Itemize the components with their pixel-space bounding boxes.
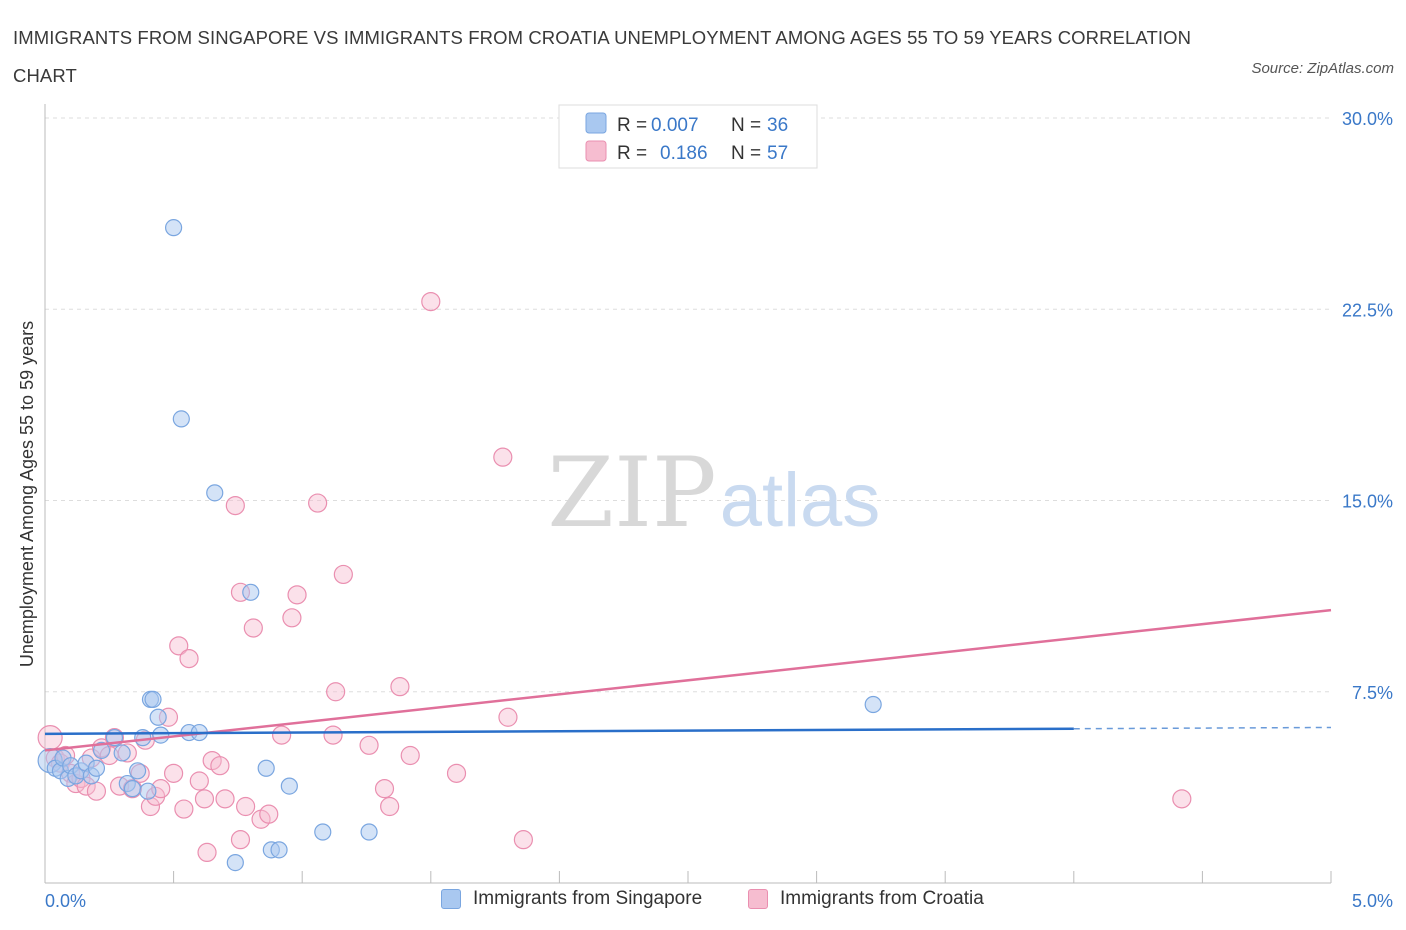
singapore-point xyxy=(314,823,332,841)
croatia-point xyxy=(179,648,199,669)
singapore-point xyxy=(172,410,190,428)
croatia-point xyxy=(287,585,307,605)
croatia-point xyxy=(194,789,215,809)
source-label: Source: ZipAtlas.com xyxy=(1251,60,1394,77)
legend-n-value-singapore: 36 xyxy=(767,115,788,136)
croatia-point xyxy=(323,725,343,745)
croatia-point xyxy=(308,493,328,513)
croatia-point xyxy=(390,677,410,697)
tick-labels: 7.5% 15.0% 22.5% 30.0% 0.0% 5.0% xyxy=(45,109,1393,911)
grid-lines xyxy=(45,117,1331,693)
singapore-point xyxy=(242,583,260,601)
y-tick-label-1: 15.0% xyxy=(1342,492,1393,512)
singapore-point xyxy=(134,729,152,747)
legend-bottom: Immigrants from Singapore Immigrants fro… xyxy=(0,888,1406,918)
croatia-point xyxy=(326,682,346,702)
legend-r-label-singapore: R = xyxy=(617,115,647,136)
singapore-point xyxy=(206,484,224,502)
croatia-points xyxy=(37,292,1192,863)
legend-label-croatia: Immigrants from Croatia xyxy=(780,888,984,909)
x-tick-label-0: 0.0% xyxy=(45,891,86,911)
croatia-trend-line xyxy=(44,608,1332,752)
croatia-point xyxy=(174,799,194,819)
croatia-point xyxy=(513,830,533,850)
legend-top: R = 0.007 N = 36 R = 0.186 N = 57 xyxy=(558,104,818,169)
y-tick-label-0: 7.5% xyxy=(1352,683,1393,703)
singapore-point xyxy=(270,841,288,859)
watermark: ZIP atlas xyxy=(547,437,880,549)
croatia-point xyxy=(446,763,467,783)
singapore-point xyxy=(123,780,142,798)
croatia-point xyxy=(374,779,395,799)
singapore-point xyxy=(165,219,183,237)
y-axis-label: Unemployment Among Ages 55 to 59 years xyxy=(17,321,37,667)
croatia-point xyxy=(189,771,209,791)
singapore-point xyxy=(152,726,170,744)
legend-swatch-croatia xyxy=(585,140,607,162)
singapore-point xyxy=(257,759,275,777)
croatia-point xyxy=(225,496,245,516)
croatia-point xyxy=(282,608,302,628)
singapore-point xyxy=(226,853,244,872)
croatia-point xyxy=(164,763,184,783)
croatia-point xyxy=(272,725,292,745)
legend-r-label-croatia: R = xyxy=(617,143,647,164)
watermark-zip: ZIP xyxy=(547,437,716,549)
singapore-point xyxy=(87,759,106,777)
singapore-points xyxy=(37,219,882,872)
trend-lines xyxy=(44,608,1332,752)
y-tick-label-3: 30.0% xyxy=(1342,109,1393,129)
croatia-point xyxy=(215,789,235,809)
singapore-point xyxy=(113,744,131,762)
singapore-point xyxy=(360,823,378,841)
legend-r-value-croatia: 0.186 xyxy=(660,143,708,164)
legend-n-label-croatia: N = xyxy=(731,143,761,164)
singapore-point xyxy=(864,695,882,714)
croatia-point xyxy=(421,292,441,312)
legend-r-value-singapore: 0.007 xyxy=(651,115,699,136)
legend-item-croatia[interactable]: Immigrants from Croatia xyxy=(748,888,984,910)
croatia-point xyxy=(493,447,513,467)
singapore-trend-extension xyxy=(1073,726,1332,730)
legend-label-singapore: Immigrants from Singapore xyxy=(473,888,703,909)
croatia-point xyxy=(359,735,379,755)
legend-item-singapore[interactable]: Immigrants from Singapore xyxy=(441,888,702,910)
singapore-point xyxy=(280,777,298,795)
singapore-point xyxy=(149,708,167,726)
singapore-point xyxy=(128,762,147,780)
croatia-point xyxy=(86,781,107,801)
singapore-point xyxy=(144,690,162,709)
legend-swatch-singapore xyxy=(585,112,607,134)
croatia-point xyxy=(169,636,189,656)
singapore-trend-line xyxy=(44,727,1074,736)
croatia-point xyxy=(37,725,63,751)
croatia-point xyxy=(197,842,217,863)
croatia-point xyxy=(333,564,353,585)
watermark-atlas: atlas xyxy=(720,458,881,543)
croatia-point xyxy=(400,745,420,766)
legend-swatch-singapore-bottom xyxy=(441,889,461,909)
x-tick-label-1: 5.0% xyxy=(1352,891,1393,911)
croatia-point xyxy=(380,796,400,817)
croatia-point xyxy=(1172,789,1192,809)
croatia-point xyxy=(236,796,256,817)
singapore-point xyxy=(139,782,157,800)
croatia-point xyxy=(259,804,279,824)
croatia-point xyxy=(230,830,251,850)
legend-n-value-croatia: 57 xyxy=(767,143,788,164)
chart-title: IMMIGRANTS FROM SINGAPORE VS IMMIGRANTS … xyxy=(13,27,1192,86)
croatia-point xyxy=(210,756,230,776)
y-tick-label-2: 22.5% xyxy=(1342,300,1393,320)
legend-swatch-croatia-bottom xyxy=(748,889,768,909)
croatia-point xyxy=(498,707,518,727)
legend-n-label-singapore: N = xyxy=(731,115,761,136)
croatia-point xyxy=(243,618,263,638)
singapore-point xyxy=(92,741,111,760)
